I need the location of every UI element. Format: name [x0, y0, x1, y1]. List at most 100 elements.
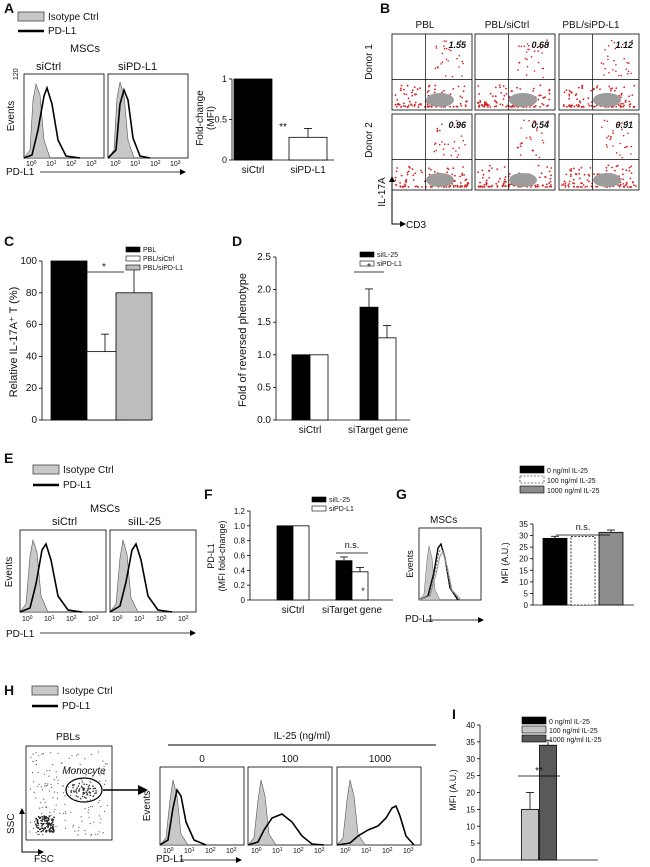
event-dot [457, 154, 460, 156]
scatter-dot [84, 808, 86, 810]
category-label: siPD-L1 [290, 165, 326, 176]
scatter-dot [68, 786, 70, 788]
scatter-dot [52, 828, 55, 831]
scatter-dot [84, 758, 86, 760]
event-dot [613, 59, 615, 62]
group-title-a: MSCs [70, 43, 100, 55]
bar-100 ng/ml IL-25 [570, 536, 596, 606]
event-dot [433, 171, 436, 173]
scatter-dot [41, 806, 43, 808]
scatter-dot [84, 829, 86, 832]
event-dot [458, 54, 461, 57]
scatter-dot [82, 793, 84, 795]
event-dot [623, 57, 625, 60]
scatter-dot [51, 821, 54, 823]
event-dot [491, 167, 493, 170]
event-dot [417, 106, 420, 108]
scatter-dot [30, 821, 32, 824]
scatter-dot [83, 783, 85, 785]
event-dot [535, 154, 537, 156]
event-dot [490, 185, 493, 188]
event-dot [511, 90, 513, 92]
scatter-dot [91, 833, 93, 835]
event-dot [625, 68, 628, 70]
event-dot [427, 89, 430, 92]
y-tick-label: 0 [471, 856, 476, 865]
event-dot [511, 105, 514, 107]
event-dot [564, 184, 567, 187]
hist-ylabel-g: Events [405, 550, 415, 578]
scatter-dot [89, 794, 92, 796]
event-dot [452, 184, 455, 187]
sig-d: * [367, 262, 371, 273]
panel-label-h: H [4, 682, 14, 698]
scatter-dot [81, 780, 83, 782]
scatter-dot [56, 797, 59, 800]
scatter-dot [46, 770, 48, 772]
event-dot [430, 168, 432, 171]
scatter-dot [86, 793, 89, 795]
event-dot [496, 184, 499, 187]
scatter-dot [103, 773, 105, 775]
event-dot [614, 47, 617, 50]
scatter-dot [97, 833, 99, 835]
event-dot [527, 44, 530, 47]
scatter-dot [38, 828, 41, 831]
scatter-dot [70, 794, 72, 797]
event-dot [406, 84, 409, 87]
scatter-dot [50, 786, 53, 789]
scatter-dot [41, 818, 44, 820]
event-dot [607, 44, 610, 47]
event-dot [503, 180, 506, 183]
event-dot [495, 182, 498, 185]
scatter-dot [87, 812, 89, 814]
scatter-dot [41, 789, 44, 791]
event-dot [440, 63, 442, 65]
event-dot [580, 166, 583, 169]
event-dot [549, 180, 552, 183]
svg-text:100: 100 [22, 615, 33, 623]
scatter-dot [92, 790, 94, 792]
scatter-dot [72, 790, 75, 792]
event-dot [533, 106, 536, 108]
event-dot [531, 149, 534, 151]
event-dot [409, 167, 411, 169]
scatter-dot [33, 821, 36, 823]
event-dot [570, 168, 573, 170]
event-dot [548, 170, 551, 173]
hist-xlabel-a: PD-L1 [6, 167, 35, 178]
event-dot [626, 62, 628, 64]
hist-xticks-a: 100 101 102 103 100 101 102 103 [26, 160, 181, 168]
event-dot [483, 186, 486, 188]
event-dot [434, 67, 437, 69]
event-dot [524, 57, 527, 60]
event-dot [414, 93, 416, 96]
event-dot [489, 106, 492, 108]
event-dot [627, 132, 629, 134]
event-dot [563, 91, 566, 94]
scatter-dot [76, 799, 78, 801]
event-dot [606, 136, 608, 139]
scatter-dot [35, 764, 38, 766]
event-dot [622, 134, 625, 137]
event-dot [443, 48, 446, 50]
category-label: siTarget gene [348, 425, 408, 436]
y-tick-label: 0 [241, 596, 246, 605]
svg-text:100: 100 [340, 847, 351, 855]
scatter-dot [97, 802, 99, 804]
event-dot [414, 101, 417, 104]
event-dot [581, 86, 583, 88]
event-dot [581, 182, 583, 185]
event-dot [595, 104, 598, 107]
category-label: siCtrl [299, 425, 322, 436]
scatter-dot [38, 783, 40, 785]
event-dot [628, 105, 631, 108]
event-dot [590, 89, 593, 92]
event-dot [442, 148, 445, 150]
scatter-dot [73, 799, 75, 801]
scatter-dot [48, 829, 51, 832]
event-dot [464, 105, 467, 108]
event-dot [588, 105, 591, 107]
event-dot [394, 103, 397, 106]
event-dot [408, 100, 411, 103]
